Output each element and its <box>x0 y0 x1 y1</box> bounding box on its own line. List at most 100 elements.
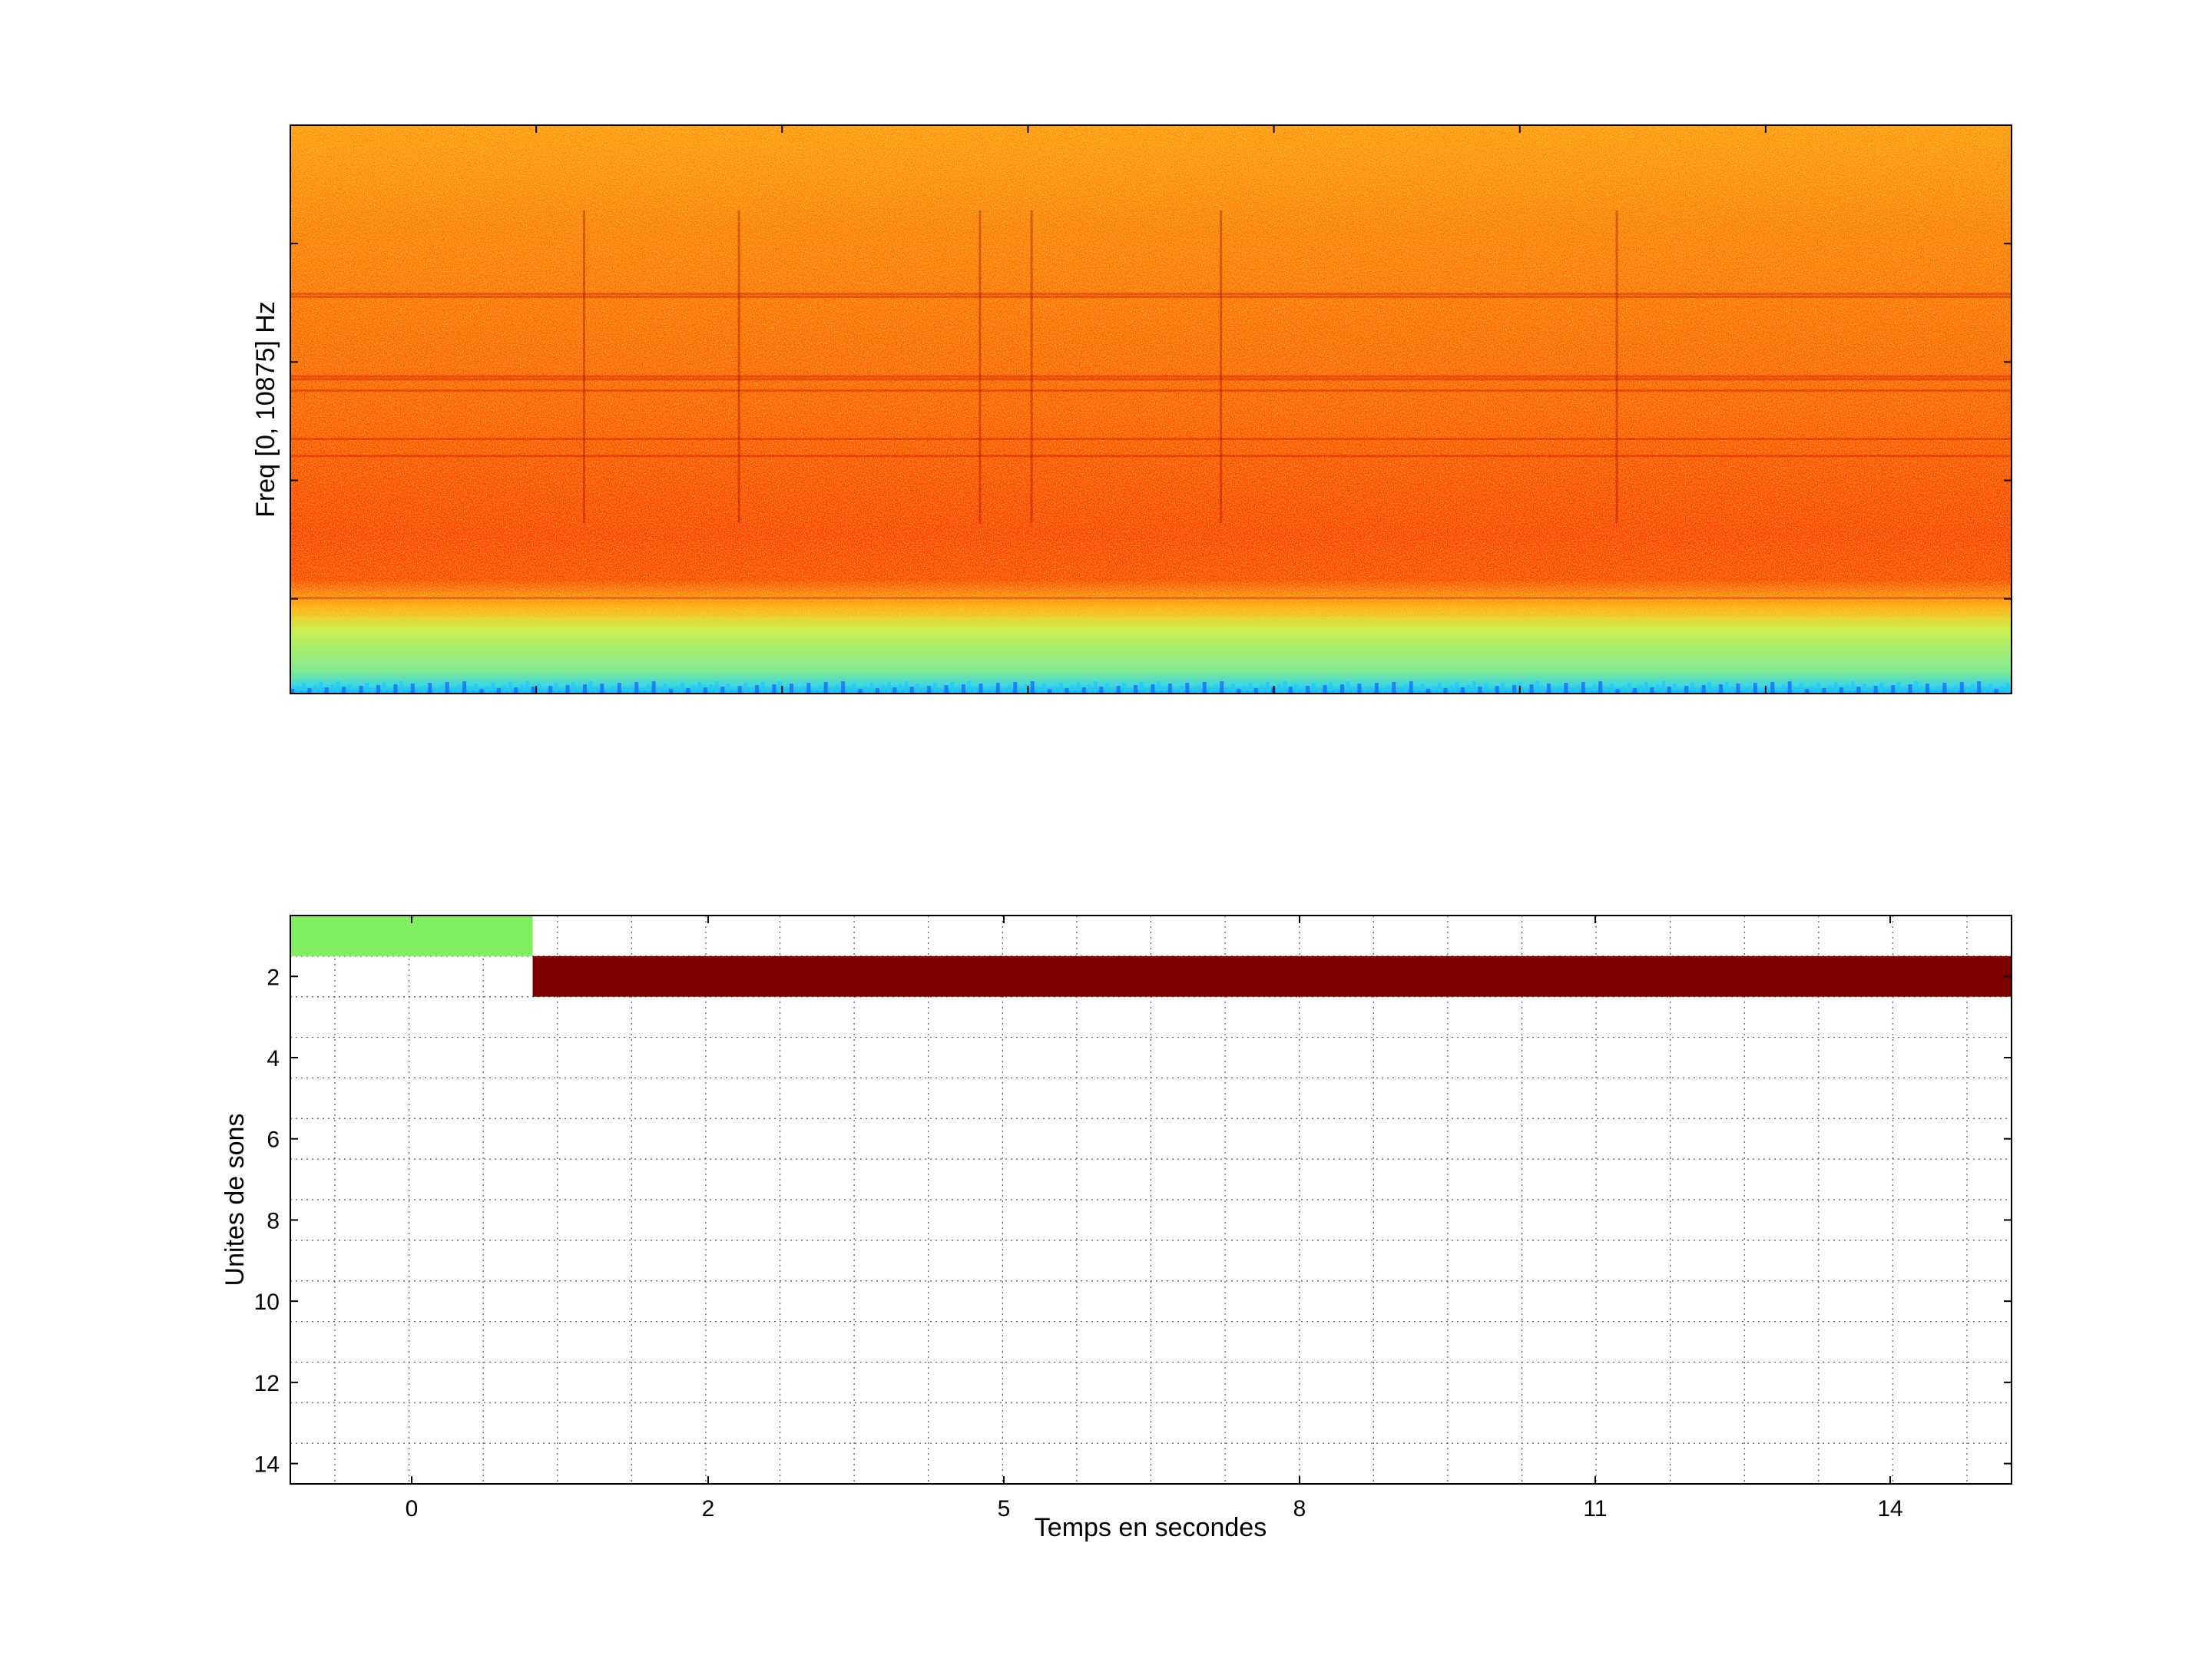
spectrogram-edge-noise <box>565 685 570 694</box>
spectrogram-edge-noise <box>1604 687 1608 694</box>
spectrogram-edge-noise <box>1460 687 1465 694</box>
spectrogram-edge-noise <box>1982 687 1987 694</box>
spectrogram-edge-noise <box>1501 683 1505 694</box>
units-ylabel: Unites de sons <box>220 1114 250 1286</box>
spectrogram-edge-noise <box>1690 683 1694 694</box>
spectrogram-edge-noise <box>1076 682 1081 694</box>
spectrogram-edge-noise <box>1311 683 1316 694</box>
spectrogram-edge-noise <box>881 685 886 694</box>
spectrogram-edge-noise <box>1357 684 1362 694</box>
spectrogram-edge-noise <box>1759 688 1763 694</box>
spectrogram-edge-noise <box>634 682 639 694</box>
spectrogram-edge-noise <box>1179 686 1184 694</box>
spectrogram-edge-noise <box>290 689 294 694</box>
units-panel: 0 2 5 8 11 14 2 4 6 8 10 12 14 Temps en secondes Uni… <box>220 915 2012 1542</box>
spectrogram-edge-noise <box>1025 684 1029 694</box>
spectrogram-edge-noise <box>1719 684 1724 694</box>
spectrogram-edge-noise <box>984 689 988 694</box>
spectrogram-edge-noise <box>1099 687 1104 694</box>
spectrogram-edge-noise <box>830 687 834 694</box>
spectrogram-edge-noise <box>416 689 421 694</box>
spectrogram-edge-noise <box>508 682 512 694</box>
spectrogram-edge-noise <box>1655 684 1660 694</box>
spectrogram-streak <box>1030 210 1033 523</box>
y-tick-label: 4 <box>267 1046 280 1071</box>
spectrogram-edge-noise <box>1564 683 1568 694</box>
spectrogram-edge-noise <box>720 687 725 694</box>
spectrogram-edge-noise <box>886 682 891 694</box>
spectrogram-edge-noise <box>491 683 495 694</box>
spectrogram-edge-noise <box>1093 681 1098 694</box>
spectrogram-edge-noise <box>1426 689 1431 694</box>
spectrogram-edge-noise <box>800 686 805 694</box>
spectrogram-edge-noise <box>1747 686 1752 694</box>
spectrogram-edge-noise <box>1220 681 1224 694</box>
spectrogram-edge-noise <box>1202 682 1207 694</box>
spectrogram-edge-noise <box>869 683 874 694</box>
spectrogram-edge-noise <box>1885 688 1889 694</box>
y-tick-label: 12 <box>254 1371 280 1396</box>
spectrogram-edge-noise <box>1592 684 1597 694</box>
spectrogram-band <box>290 296 2012 298</box>
spectrogram-edge-noise <box>697 682 702 694</box>
spectrogram-edge-noise <box>1167 684 1172 694</box>
spectrogram-edge-noise <box>600 684 604 694</box>
spectrogram-edge-noise <box>1753 683 1757 694</box>
spectrogram-edge-noise <box>1914 681 1919 694</box>
spectrogram-frame <box>290 124 2012 694</box>
spectrogram-edge-noise <box>1380 688 1385 694</box>
spectrogram-edge-noise <box>1190 688 1195 694</box>
spectrogram-edge-noise <box>1845 684 1849 694</box>
spectrogram-edge-noise <box>1856 687 1861 694</box>
spectrogram-edge-noise <box>1741 689 1746 694</box>
spectrogram-edge-noise <box>1971 684 1975 694</box>
spectrogram-edge-noise <box>1472 681 1476 694</box>
spectrogram-edge-noise <box>1260 685 1264 694</box>
spectrogram-edge-noise <box>1265 682 1270 694</box>
spectrogram-edge-noise <box>1013 682 1018 694</box>
spectrogram-edge-noise <box>939 688 943 694</box>
spectrogram-edge-noise <box>617 683 621 694</box>
spectrogram-edge-noise <box>359 686 363 694</box>
x-tick-label: 5 <box>998 1496 1011 1522</box>
spectrogram-edge-noise <box>1128 688 1132 694</box>
spectrogram-panel: Freq [0, 10875] Hz <box>251 124 2012 694</box>
spectrogram-edge-noise <box>2005 683 2010 694</box>
y-tick-label: 2 <box>267 965 280 990</box>
spectrogram-edge-noise <box>1111 689 1115 694</box>
spectrogram-edge-noise <box>1948 688 1952 694</box>
spectrogram-edge-noise <box>703 687 707 694</box>
spectrogram-edge-noise <box>760 682 765 694</box>
spectrogram-edge-noise <box>932 683 937 694</box>
spectrogram-edge-noise <box>525 681 530 694</box>
spectrogram-edge-noise <box>818 685 823 694</box>
spectrogram-edge-noise <box>1627 683 1631 694</box>
spectrogram-edge-noise <box>686 688 690 694</box>
spectrogram-edge-noise <box>588 681 593 694</box>
x-tick-label: 14 <box>1877 1496 1902 1522</box>
spectrogram-edge-noise <box>1776 687 1780 694</box>
spectrogram-edge-noise <box>646 684 651 694</box>
spectrogram-edge-noise <box>1065 688 1069 694</box>
spectrogram-edge-noise <box>1294 684 1299 694</box>
spectrogram-band <box>290 455 2012 458</box>
spectrogram-edge-noise <box>422 686 426 694</box>
spectrogram-edge-noise <box>1610 684 1614 694</box>
spectrogram-edge-noise <box>514 687 518 694</box>
spectrogram-edge-noise <box>1409 681 1413 694</box>
spectrogram-streak <box>582 210 585 523</box>
spectrogram-edge-noise <box>1529 684 1534 694</box>
spectrogram-edge-noise <box>336 681 340 694</box>
spectrogram-edge-noise <box>1512 685 1517 694</box>
spectrogram-edge-noise <box>916 684 920 694</box>
spectrogram-edge-noise <box>1185 683 1190 694</box>
spectrogram-edge-noise <box>611 686 616 694</box>
spectrogram-edge-noise <box>1868 689 1873 694</box>
spectrogram-edge-noise <box>1638 685 1643 694</box>
spectrogram-edge-noise <box>755 685 760 694</box>
spectrogram-edge-noise <box>537 684 541 694</box>
spectrogram-edge-noise <box>433 688 438 694</box>
spectrogram-edge-noise <box>1891 685 1896 694</box>
spectrogram-edge-noise <box>428 683 432 694</box>
spectrogram-edge-noise <box>1283 681 1287 694</box>
